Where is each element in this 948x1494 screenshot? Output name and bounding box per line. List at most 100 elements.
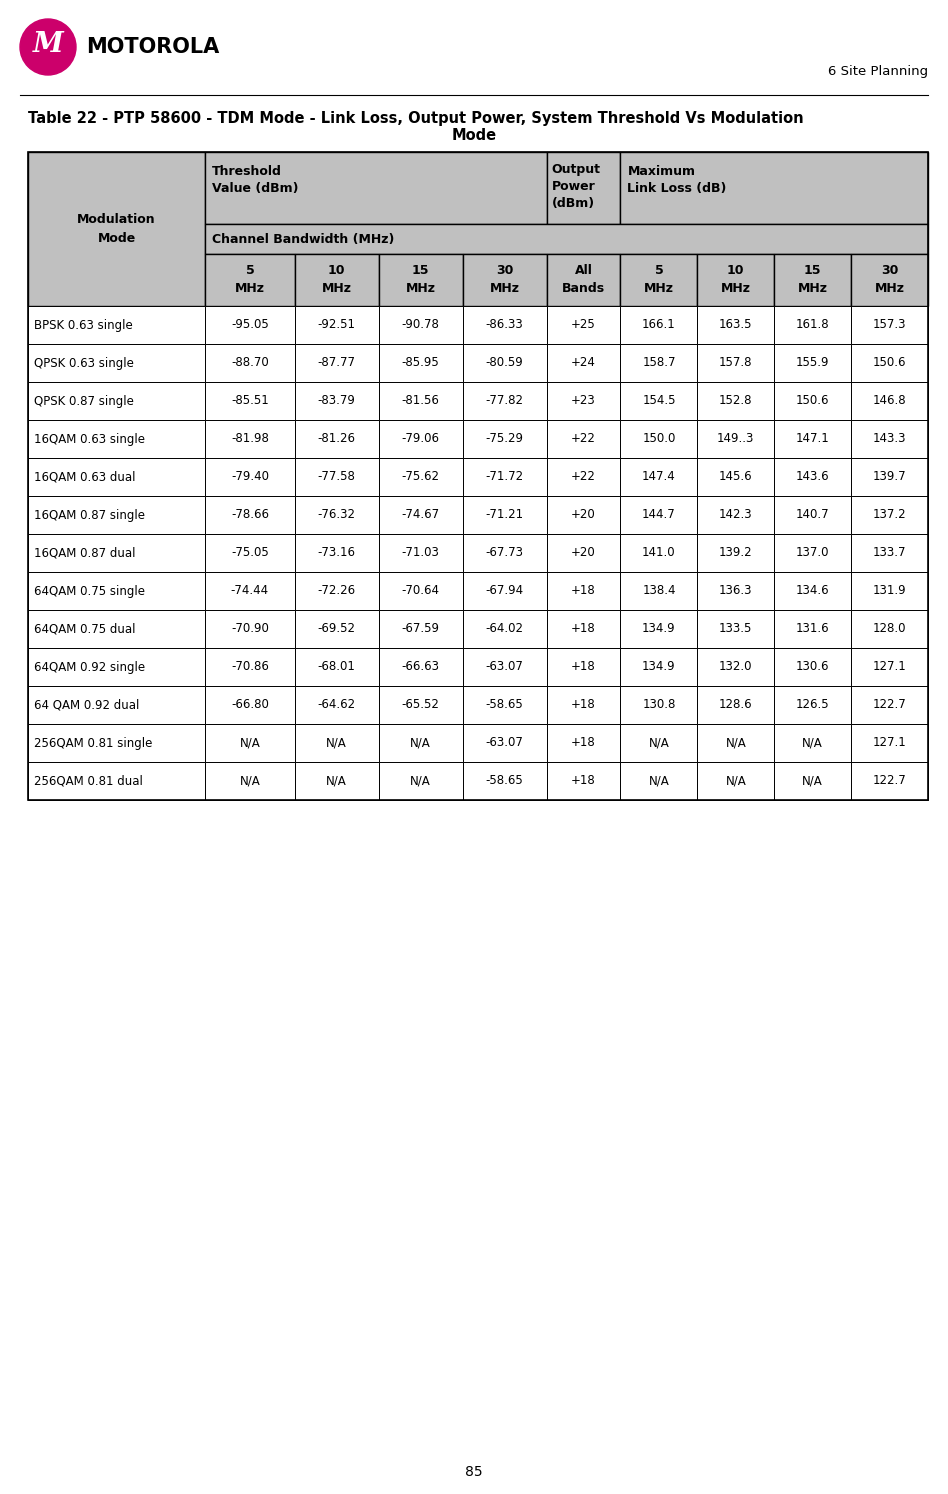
Bar <box>378 686 463 725</box>
Bar <box>621 648 698 686</box>
Bar <box>295 382 378 420</box>
Bar <box>775 762 851 799</box>
Bar <box>206 224 928 254</box>
Text: 131.9: 131.9 <box>873 584 906 598</box>
Bar <box>547 420 621 459</box>
Text: 64 QAM 0.92 dual: 64 QAM 0.92 dual <box>34 699 139 711</box>
Text: -71.21: -71.21 <box>485 508 523 521</box>
Bar <box>206 610 295 648</box>
Bar <box>698 254 775 306</box>
Text: 150.6: 150.6 <box>873 357 906 369</box>
Bar <box>851 533 928 572</box>
Bar <box>206 254 295 306</box>
Text: -75.05: -75.05 <box>231 547 269 559</box>
Text: 139.2: 139.2 <box>719 547 753 559</box>
Text: Output: Output <box>552 163 601 176</box>
Bar <box>621 496 698 533</box>
Text: -67.94: -67.94 <box>485 584 523 598</box>
Bar <box>206 459 295 496</box>
Bar <box>28 459 206 496</box>
Bar <box>547 496 621 533</box>
Text: Mode: Mode <box>451 128 497 143</box>
Bar <box>28 420 206 459</box>
Text: 155.9: 155.9 <box>796 357 830 369</box>
Text: 128.6: 128.6 <box>719 699 753 711</box>
Bar <box>621 686 698 725</box>
Bar <box>851 610 928 648</box>
Text: -78.66: -78.66 <box>231 508 269 521</box>
Text: -79.06: -79.06 <box>402 432 440 445</box>
Text: -64.02: -64.02 <box>485 623 523 635</box>
Bar <box>621 152 928 224</box>
Bar <box>851 725 928 762</box>
Bar <box>851 344 928 382</box>
Bar <box>28 382 206 420</box>
Bar <box>698 648 775 686</box>
Bar <box>295 686 378 725</box>
Bar <box>547 686 621 725</box>
Bar <box>698 344 775 382</box>
Text: -70.64: -70.64 <box>402 584 440 598</box>
Bar <box>547 648 621 686</box>
Bar <box>547 254 621 306</box>
Text: 145.6: 145.6 <box>719 471 753 484</box>
Bar <box>295 496 378 533</box>
Bar <box>28 762 206 799</box>
Text: 128.0: 128.0 <box>873 623 906 635</box>
Bar <box>621 459 698 496</box>
Text: 10
MHz: 10 MHz <box>720 264 751 296</box>
Text: 133.5: 133.5 <box>720 623 753 635</box>
Bar <box>206 533 295 572</box>
Bar <box>463 382 547 420</box>
Bar <box>463 420 547 459</box>
Bar <box>206 382 295 420</box>
Text: +23: +23 <box>572 394 596 408</box>
Bar <box>547 572 621 610</box>
Bar <box>206 648 295 686</box>
Text: -92.51: -92.51 <box>318 318 356 332</box>
Text: -58.65: -58.65 <box>485 699 523 711</box>
Text: 149..3: 149..3 <box>717 432 755 445</box>
Bar <box>463 762 547 799</box>
Bar <box>295 572 378 610</box>
Text: -65.52: -65.52 <box>402 699 440 711</box>
Text: 137.2: 137.2 <box>873 508 906 521</box>
Bar <box>28 496 206 533</box>
Text: -67.59: -67.59 <box>402 623 440 635</box>
Bar <box>295 762 378 799</box>
Text: Threshold: Threshold <box>212 164 283 178</box>
Bar <box>775 648 851 686</box>
Text: N/A: N/A <box>725 737 746 750</box>
Bar <box>547 533 621 572</box>
Text: +22: +22 <box>571 432 596 445</box>
Bar <box>851 306 928 344</box>
Bar <box>775 725 851 762</box>
Bar <box>851 762 928 799</box>
Text: 15
MHz: 15 MHz <box>797 264 828 296</box>
Bar <box>775 306 851 344</box>
Bar <box>698 762 775 799</box>
Bar <box>547 152 621 224</box>
Text: 122.7: 122.7 <box>873 699 906 711</box>
Bar <box>621 382 698 420</box>
Bar <box>547 762 621 799</box>
Bar <box>378 533 463 572</box>
Text: 126.5: 126.5 <box>796 699 830 711</box>
Bar <box>378 762 463 799</box>
Text: 141.0: 141.0 <box>642 547 676 559</box>
Bar <box>547 306 621 344</box>
Text: -85.51: -85.51 <box>231 394 269 408</box>
Bar <box>621 254 698 306</box>
Bar <box>463 254 547 306</box>
Bar <box>28 572 206 610</box>
Text: 130.6: 130.6 <box>796 660 830 674</box>
Bar <box>378 496 463 533</box>
Text: -71.03: -71.03 <box>402 547 440 559</box>
Text: 140.7: 140.7 <box>796 508 830 521</box>
Text: N/A: N/A <box>802 737 823 750</box>
Text: N/A: N/A <box>326 737 347 750</box>
Text: -75.29: -75.29 <box>485 432 523 445</box>
Text: 144.7: 144.7 <box>642 508 676 521</box>
Bar <box>698 382 775 420</box>
Bar <box>28 725 206 762</box>
